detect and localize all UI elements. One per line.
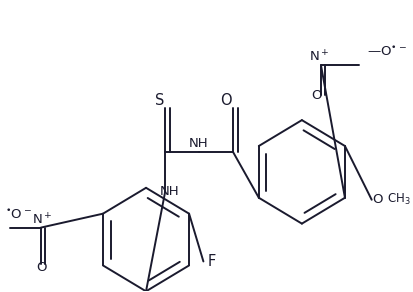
Text: O: O: [37, 261, 47, 274]
Text: O: O: [221, 93, 232, 108]
Text: —O$^{•-}$: —O$^{•-}$: [367, 46, 407, 59]
Text: O: O: [311, 89, 321, 102]
Text: S: S: [155, 93, 164, 108]
Text: O: O: [373, 193, 383, 206]
Text: N$^+$: N$^+$: [31, 212, 52, 227]
Text: NH: NH: [189, 137, 209, 150]
Text: N$^+$: N$^+$: [309, 50, 330, 65]
Text: NH: NH: [160, 185, 180, 198]
Text: CH$_3$: CH$_3$: [387, 192, 411, 207]
Text: $^{•}$O$^-$: $^{•}$O$^-$: [5, 208, 33, 222]
Text: F: F: [207, 254, 216, 269]
